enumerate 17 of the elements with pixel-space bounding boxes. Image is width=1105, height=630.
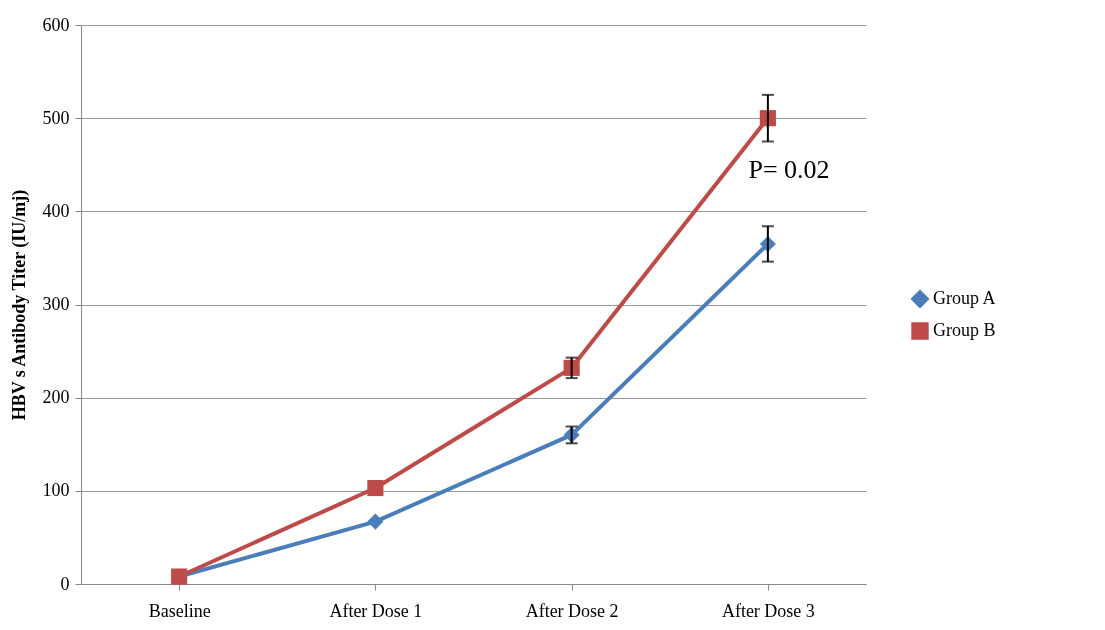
y-axis-title: HBV s Antibody Titer (IU/mj) — [8, 189, 30, 421]
annotation: P= 0.02 — [748, 155, 830, 184]
x-tick-label: After Dose 1 — [329, 600, 423, 621]
y-tick-label: 400 — [42, 200, 70, 221]
y-tick-label: 100 — [42, 480, 70, 501]
y-tick-label: 300 — [42, 294, 70, 314]
legend-label: Group A — [933, 288, 996, 308]
x-tick-label: Baseline — [148, 600, 211, 621]
y-tick-label: 0 — [60, 573, 70, 594]
point — [367, 479, 384, 497]
y-tick-label: 600 — [42, 14, 70, 35]
x-tick-label: After Dose 2 — [525, 600, 619, 621]
legend-label: Group B — [933, 320, 996, 340]
y-tick-label: 200 — [42, 387, 70, 408]
x-tick-label: After Dose 3 — [721, 600, 815, 621]
point — [367, 513, 384, 530]
y-tick-label: 500 — [42, 107, 70, 128]
